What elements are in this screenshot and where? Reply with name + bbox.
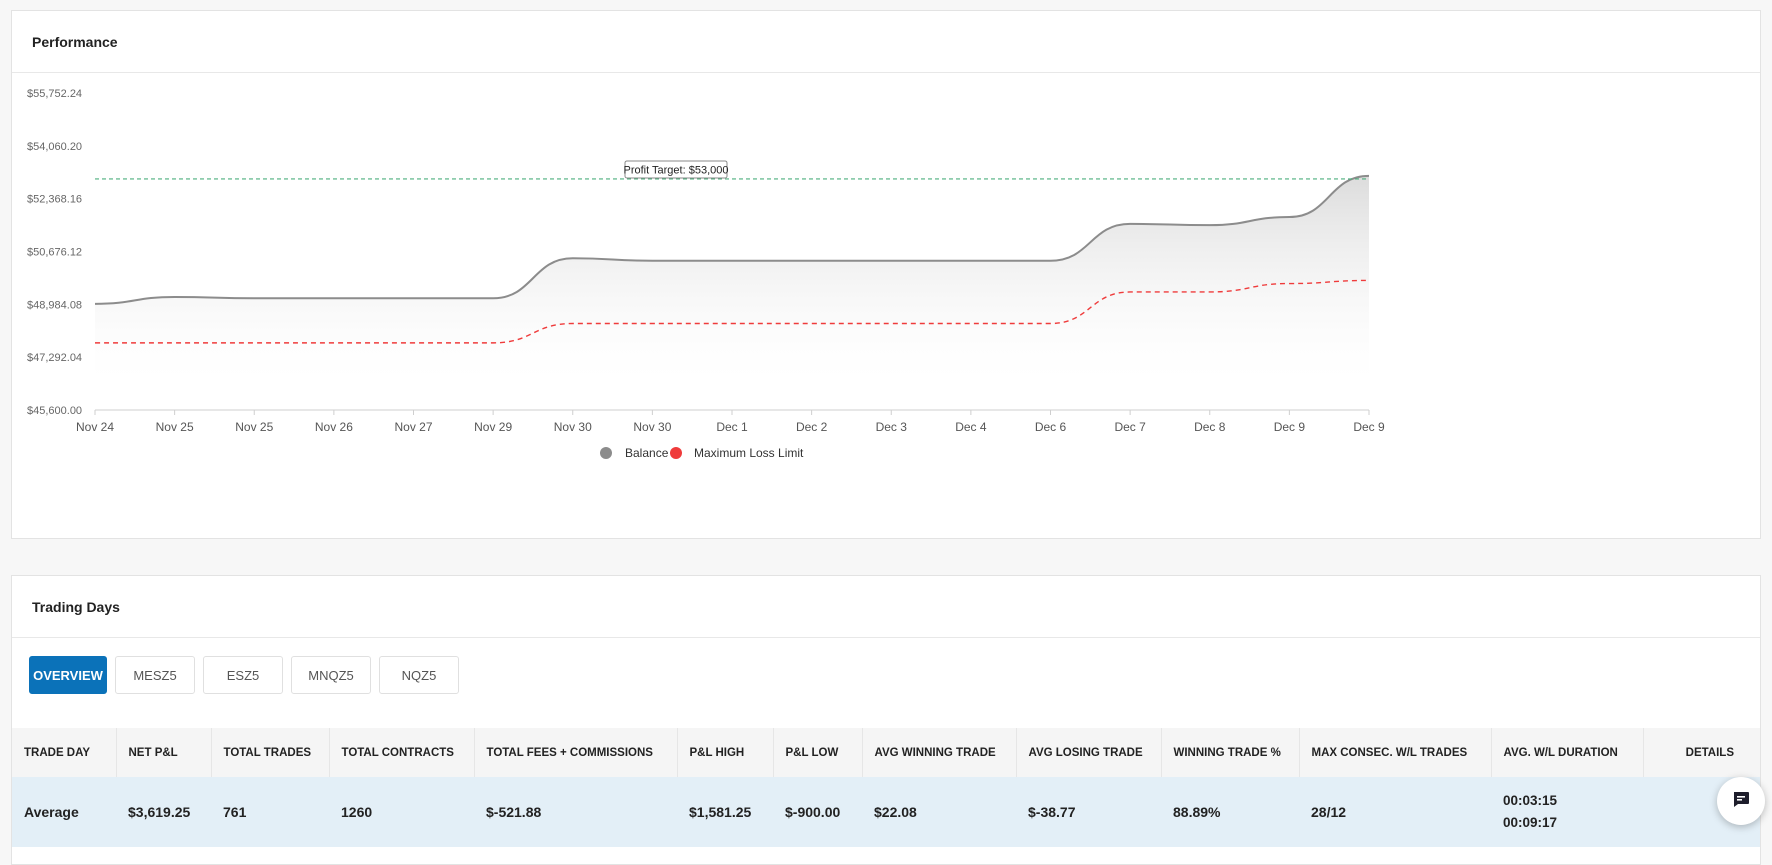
balance-line [94, 174, 1370, 305]
x-tick-label: Dec 2 [796, 420, 828, 434]
cell-pl-high: $1,581.25 [689, 804, 752, 820]
col-pl-high[interactable]: P&L HIGH [677, 728, 774, 777]
symbol-tabs: OVERVIEW MESZ5 ESZ5 MNQZ5 NQZ5 [29, 656, 459, 694]
trading-days-title: Trading Days [32, 598, 120, 615]
col-details: DETAILS [1685, 746, 1734, 759]
x-tick-label: Dec 3 [876, 420, 908, 434]
x-tick-label: Dec 6 [1035, 420, 1067, 434]
cell-avg-losing: $-38.77 [1028, 804, 1076, 820]
y-tick-label: $55,752.24 [27, 88, 82, 100]
col-avg-duration[interactable]: AVG. W/L DURATION [1491, 728, 1644, 777]
col-net-pl[interactable]: NET P&L [116, 728, 212, 777]
x-tick-label: Nov 29 [474, 420, 512, 434]
y-tick-label: $54,060.20 [27, 141, 82, 153]
y-tick-label: $50,676.12 [27, 247, 82, 259]
y-tick-label: $47,292.04 [27, 352, 82, 364]
y-tick-label: $52,368.16 [27, 194, 82, 206]
x-tick-label: Dec 4 [955, 420, 987, 434]
x-tick-label: Dec 1 [716, 420, 748, 434]
x-tick-label: Nov 25 [156, 420, 194, 434]
cell-max-consec: 28/12 [1311, 804, 1347, 820]
avg-win-duration: 00:03:15 [1503, 793, 1558, 808]
legend-max-loss-marker [670, 447, 682, 459]
col-max-consec[interactable]: MAX CONSEC. W/L TRADES [1299, 728, 1492, 777]
x-tick-label: Dec 7 [1114, 420, 1146, 434]
cell-avg-duration: 00:03:15 00:09:17 [1491, 777, 1643, 847]
cell-total-contracts: 1260 [341, 804, 373, 820]
table-row-average[interactable]: Average $3,619.25 761 1260 $-521.88 $1,5… [12, 777, 1760, 847]
x-tick-label: Nov 26 [315, 420, 353, 434]
col-total-fees[interactable]: TOTAL FEES + COMMISSIONS [474, 728, 678, 777]
cell-total-trades: 761 [223, 804, 247, 820]
cell-avg-winning: $22.08 [874, 804, 917, 820]
chat-icon [1731, 789, 1751, 814]
tab-mesz5[interactable]: MESZ5 [115, 656, 195, 694]
x-tick-label: Nov 30 [633, 420, 671, 434]
performance-title: Performance [32, 33, 118, 50]
table-header-row: TRADE DAY NET P&L TOTAL TRADES TOTAL CON… [12, 728, 1760, 777]
legend-balance-marker [600, 447, 612, 459]
legend-balance-label: Balance [625, 446, 669, 460]
y-tick-label: $45,600.00 [27, 405, 82, 417]
col-trade-day[interactable]: TRADE DAY [12, 728, 117, 777]
performance-header: Performance [12, 11, 1760, 73]
profit-target-label-box [624, 160, 728, 179]
x-tick-label: Nov 30 [554, 420, 592, 434]
cell-trade-day: Average [24, 804, 79, 820]
trading-days-header: Trading Days [12, 576, 1760, 638]
trading-days-card: Trading Days OVERVIEW MESZ5 ESZ5 MNQZ5 N… [11, 575, 1761, 865]
tab-mnqz5[interactable]: MNQZ5 [291, 656, 371, 694]
cell-total-fees: $-521.88 [486, 804, 542, 820]
y-tick-label: $48,984.08 [27, 299, 82, 311]
col-total-contracts[interactable]: TOTAL CONTRACTS [329, 728, 475, 777]
balance-area [95, 175, 1369, 380]
trading-days-table: TRADE DAY NET P&L TOTAL TRADES TOTAL CON… [12, 728, 1760, 847]
max-loss-limit-line [95, 279, 1370, 344]
col-avg-losing[interactable]: AVG LOSING TRADE [1016, 728, 1162, 777]
x-tick-label: Dec 9 [1353, 420, 1385, 434]
tab-esz5[interactable]: ESZ5 [203, 656, 283, 694]
tab-nqz5[interactable]: NQZ5 [379, 656, 459, 694]
tab-overview[interactable]: OVERVIEW [29, 656, 107, 694]
x-tick-label: Dec 8 [1194, 420, 1226, 434]
col-avg-winning[interactable]: AVG WINNING TRADE [862, 728, 1017, 777]
cell-pl-low: $-900.00 [785, 804, 841, 820]
chat-button[interactable] [1717, 777, 1765, 825]
x-tick-label: Dec 9 [1274, 420, 1306, 434]
cell-net-pl: $3,619.25 [128, 804, 191, 820]
profit-target-label: Profit Target: $53,000 [624, 164, 729, 176]
cell-winning-pct: 88.89% [1173, 804, 1221, 820]
col-pl-low[interactable]: P&L LOW [773, 728, 863, 777]
x-tick-label: Nov 24 [76, 420, 114, 434]
legend-max-loss-label: Maximum Loss Limit [694, 446, 804, 460]
performance-card: Performance $55,752.24 $54,060.20 $52,368.… [11, 10, 1761, 539]
performance-chart: $55,752.24 $54,060.20 $52,368.16 $50,676.12… [27, 88, 1385, 460]
x-tick-label: Nov 27 [394, 420, 432, 434]
avg-loss-duration: 00:09:17 [1503, 815, 1558, 830]
col-total-trades[interactable]: TOTAL TRADES [211, 728, 330, 777]
col-winning-pct[interactable]: WINNING TRADE % [1161, 728, 1300, 777]
x-tick-label: Nov 25 [235, 420, 273, 434]
